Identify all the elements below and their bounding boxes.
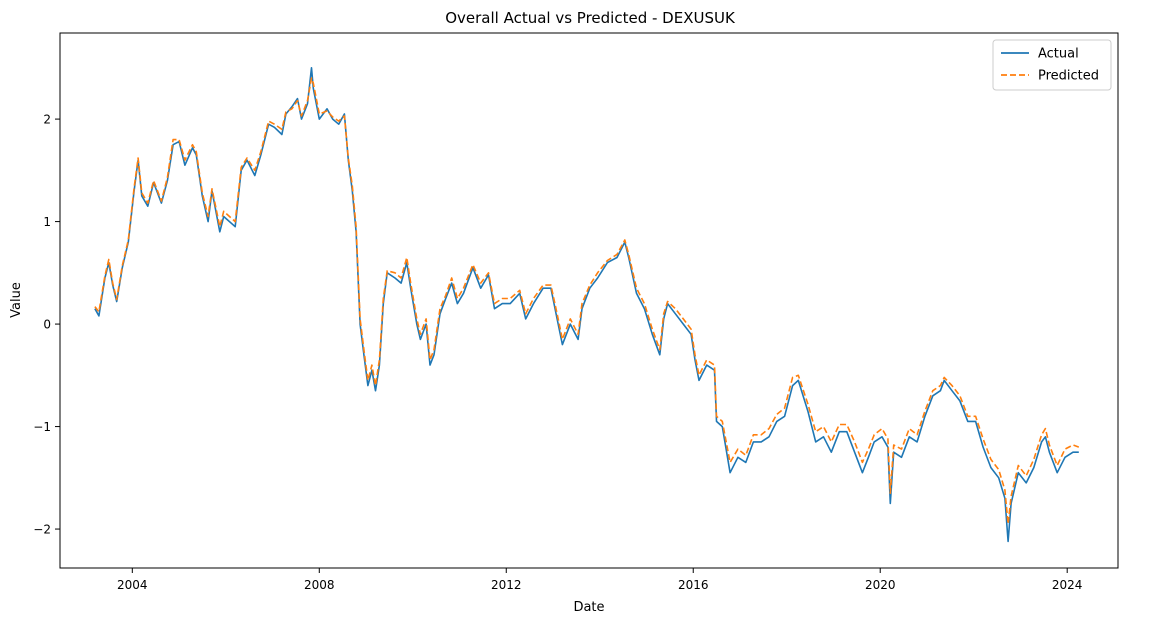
plot-area bbox=[59, 32, 1119, 569]
series-line-predicted bbox=[94, 77, 1080, 525]
legend: Actual Predicted bbox=[992, 39, 1112, 91]
y-tick-label: 1 bbox=[43, 215, 51, 229]
x-tick-label: 2012 bbox=[491, 578, 522, 592]
x-tick-label: 2020 bbox=[865, 578, 896, 592]
chart-title: Overall Actual vs Predicted - DEXUSUK bbox=[445, 9, 736, 27]
y-tick-label: −2 bbox=[33, 523, 51, 537]
y-tick-label: 2 bbox=[43, 113, 51, 127]
x-axis: 2004 2008 2012 2016 2020 2024 bbox=[117, 568, 1082, 592]
legend-label-actual: Actual bbox=[1038, 47, 1079, 62]
legend-label-predicted: Predicted bbox=[1038, 69, 1099, 84]
x-tick-label: 2008 bbox=[304, 578, 335, 592]
series-layer bbox=[94, 67, 1080, 543]
x-axis-label: Date bbox=[573, 600, 604, 615]
y-axis: −2 −1 0 1 2 bbox=[33, 113, 60, 537]
x-tick-label: 2024 bbox=[1052, 578, 1083, 592]
plot-frame bbox=[59, 32, 1119, 569]
x-tick-label: 2016 bbox=[678, 578, 709, 592]
y-tick-label: 0 bbox=[43, 318, 51, 332]
series-line-actual bbox=[94, 67, 1079, 543]
y-tick-label: −1 bbox=[33, 420, 51, 434]
x-tick-label: 2004 bbox=[117, 578, 148, 592]
y-axis-label: Value bbox=[9, 282, 24, 318]
